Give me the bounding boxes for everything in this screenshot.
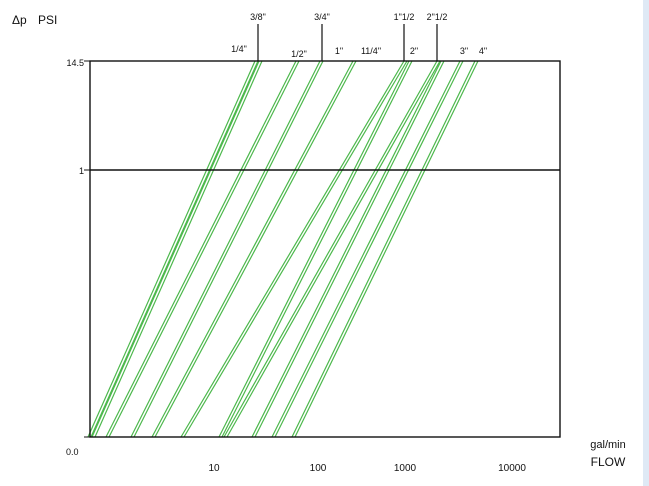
y-tick-label: 0.0 [66,447,79,457]
series-line-10 [271,60,461,438]
x-tick-label: 100 [310,463,327,474]
series-line-5 [151,60,354,438]
series-line-4 [130,60,321,438]
x-tick-label: 10 [208,463,220,474]
series-label: 2"1/2 [427,12,448,22]
series-line-11 [291,60,476,438]
series-line-11-twin [294,60,479,438]
series-line-6 [180,60,405,438]
series-line-9 [251,60,442,438]
series-line-2 [91,60,260,438]
series-line-3-twin [108,60,300,438]
series-line-7-twin [221,60,413,438]
series-label: 1/4" [231,44,247,54]
series-line-4-twin [133,60,324,438]
series-label: 2" [410,46,418,56]
y-axis-unit: PSI [38,13,57,27]
window-edge [643,0,649,486]
series-label: 1/2" [291,49,307,59]
x-tick-label: 10000 [498,463,526,474]
y-axis-symbol: Δp [12,13,27,27]
series-label: 3" [460,46,468,56]
series-line-2-twin [94,60,263,438]
series-line-3 [105,60,297,438]
series-line-9-twin [254,60,445,438]
series-label: 11/4" [361,46,381,56]
series-line-1 [87,60,256,438]
x-axis-unit: gal/min [590,439,625,451]
series-line-5-twin [154,60,357,438]
series-line-10-twin [274,60,464,438]
series-label: 1" [335,46,343,56]
series-label: 1"1/2 [394,12,415,22]
x-tick-label: 1000 [394,463,417,474]
series-line-1-twin [90,60,259,438]
series-label: 4" [479,46,487,56]
plot-frame [89,60,561,438]
y-tick-label: 1 [79,166,84,176]
series-label: 3/4" [314,12,330,22]
series-line-8-twin [226,60,441,438]
series-line-6-twin [183,60,408,438]
x-axis-title: FLOW [591,455,626,469]
series-line-7 [218,60,410,438]
series-label: 3/8" [250,12,266,22]
y-tick-label: 14.5 [66,58,84,68]
series-line-8 [223,60,438,438]
